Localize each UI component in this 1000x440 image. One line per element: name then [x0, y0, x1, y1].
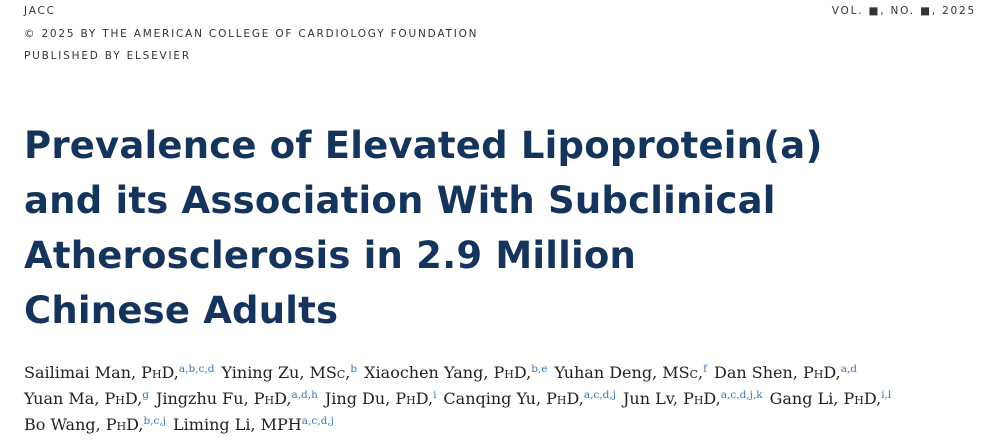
- author: Yuhan Deng, MSc,f: [555, 363, 707, 382]
- title-line: Chinese Adults: [24, 289, 339, 332]
- publisher: PUBLISHED BY ELSEVIER: [24, 50, 191, 62]
- author-degree: PhD,: [843, 389, 882, 408]
- author-line: Sailimai Man, PhD,a,b,c,d Yining Zu, MSc,…: [24, 360, 898, 386]
- affiliation-marks: g: [142, 389, 149, 401]
- author-degree: MPH: [260, 415, 302, 434]
- title-line: Atherosclerosis in 2.9 Million: [24, 234, 637, 277]
- author: Yining Zu, MSc,b: [221, 363, 357, 382]
- author-name: Bo Wang,: [24, 415, 101, 434]
- author-name: Yining Zu,: [221, 363, 305, 382]
- title-line: and its Association With Subclinical: [24, 179, 776, 222]
- affiliation-marks: a,c,d,j,k: [720, 389, 763, 401]
- affiliation-marks: b,e: [531, 363, 548, 375]
- author-name: Sailimai Man,: [24, 363, 137, 382]
- affiliation-marks: b: [350, 363, 358, 375]
- author-degree: PhD,: [141, 363, 179, 382]
- author-degree: PhD,: [253, 389, 292, 408]
- author-name: Dan Shen,: [714, 363, 798, 382]
- author: Sailimai Man, PhD,a,b,c,d: [24, 363, 214, 382]
- author-degree: PhD,: [802, 363, 841, 382]
- author-degree: PhD,: [546, 389, 584, 408]
- affiliation-marks: a,d: [840, 363, 858, 375]
- author-list: Sailimai Man, PhD,a,b,c,d Yining Zu, MSc,…: [24, 360, 898, 438]
- copyright: © 2025 BY THE AMERICAN COLLEGE OF CARDIO…: [24, 28, 479, 40]
- author-degree: MSc,: [309, 363, 351, 382]
- affiliation-marks: i: [433, 389, 437, 401]
- author: Dan Shen, PhD,a,d: [714, 363, 857, 382]
- author-degree: MSc,: [662, 363, 704, 382]
- author-degree: PhD,: [105, 415, 144, 434]
- author-degree: PhD,: [104, 389, 143, 408]
- author: Gang Li, PhD,i,l: [770, 389, 892, 408]
- author: Jing Du, PhD,i: [325, 389, 437, 408]
- author: Yuan Ma, PhD,g: [24, 389, 149, 408]
- author-degree: PhD,: [683, 389, 721, 408]
- author-line: Yuan Ma, PhD,g Jingzhu Fu, PhD,a,d,h Jing …: [24, 386, 898, 412]
- affiliation-marks: a,d,h: [291, 389, 318, 401]
- author: Jun Lv, PhD,a,c,d,j,k: [623, 389, 763, 408]
- title-line: Prevalence of Elevated Lipoprotein(a): [24, 124, 823, 167]
- affiliation-marks: b,c,j: [143, 415, 167, 427]
- journal: JACC: [24, 5, 56, 17]
- author: Bo Wang, PhD,b,c,j: [24, 415, 166, 434]
- author-name: Gang Li,: [769, 389, 839, 408]
- author-name: Jingzhu Fu,: [155, 389, 249, 408]
- affiliation-marks: a,c,d,j: [301, 415, 334, 427]
- author-degree: PhD,: [493, 363, 532, 382]
- author-name: Yuan Ma,: [24, 389, 100, 408]
- affiliation-marks: f: [703, 363, 707, 375]
- author-degree: PhD,: [395, 389, 434, 408]
- author: Liming Li, MPHa,c,d,j: [173, 415, 334, 434]
- author: Xiaochen Yang, PhD,b,e: [364, 363, 547, 382]
- issue: VOL. ■, NO. ■, 2025: [831, 5, 976, 17]
- author: Jingzhu Fu, PhD,a,d,h: [156, 389, 318, 408]
- author-name: Yuhan Deng,: [554, 363, 658, 382]
- affiliation-marks: a,c,d,j: [583, 389, 616, 401]
- author: Canqing Yu, PhD,a,c,d,j: [443, 389, 616, 408]
- affiliation-marks: a,b,c,d: [178, 363, 215, 375]
- author-name: Jun Lv,: [623, 389, 678, 408]
- author-name: Liming Li,: [173, 415, 256, 434]
- author-line: Bo Wang, PhD,b,c,j Liming Li, MPHa,c,d,j: [24, 412, 898, 438]
- author-name: Jing Du,: [324, 389, 391, 408]
- author-name: Canqing Yu,: [443, 389, 542, 408]
- article-title: Prevalence of Elevated Lipoprotein(a) and…: [24, 118, 823, 338]
- author-name: Xiaochen Yang,: [364, 363, 489, 382]
- affiliation-marks: i,l: [881, 389, 892, 401]
